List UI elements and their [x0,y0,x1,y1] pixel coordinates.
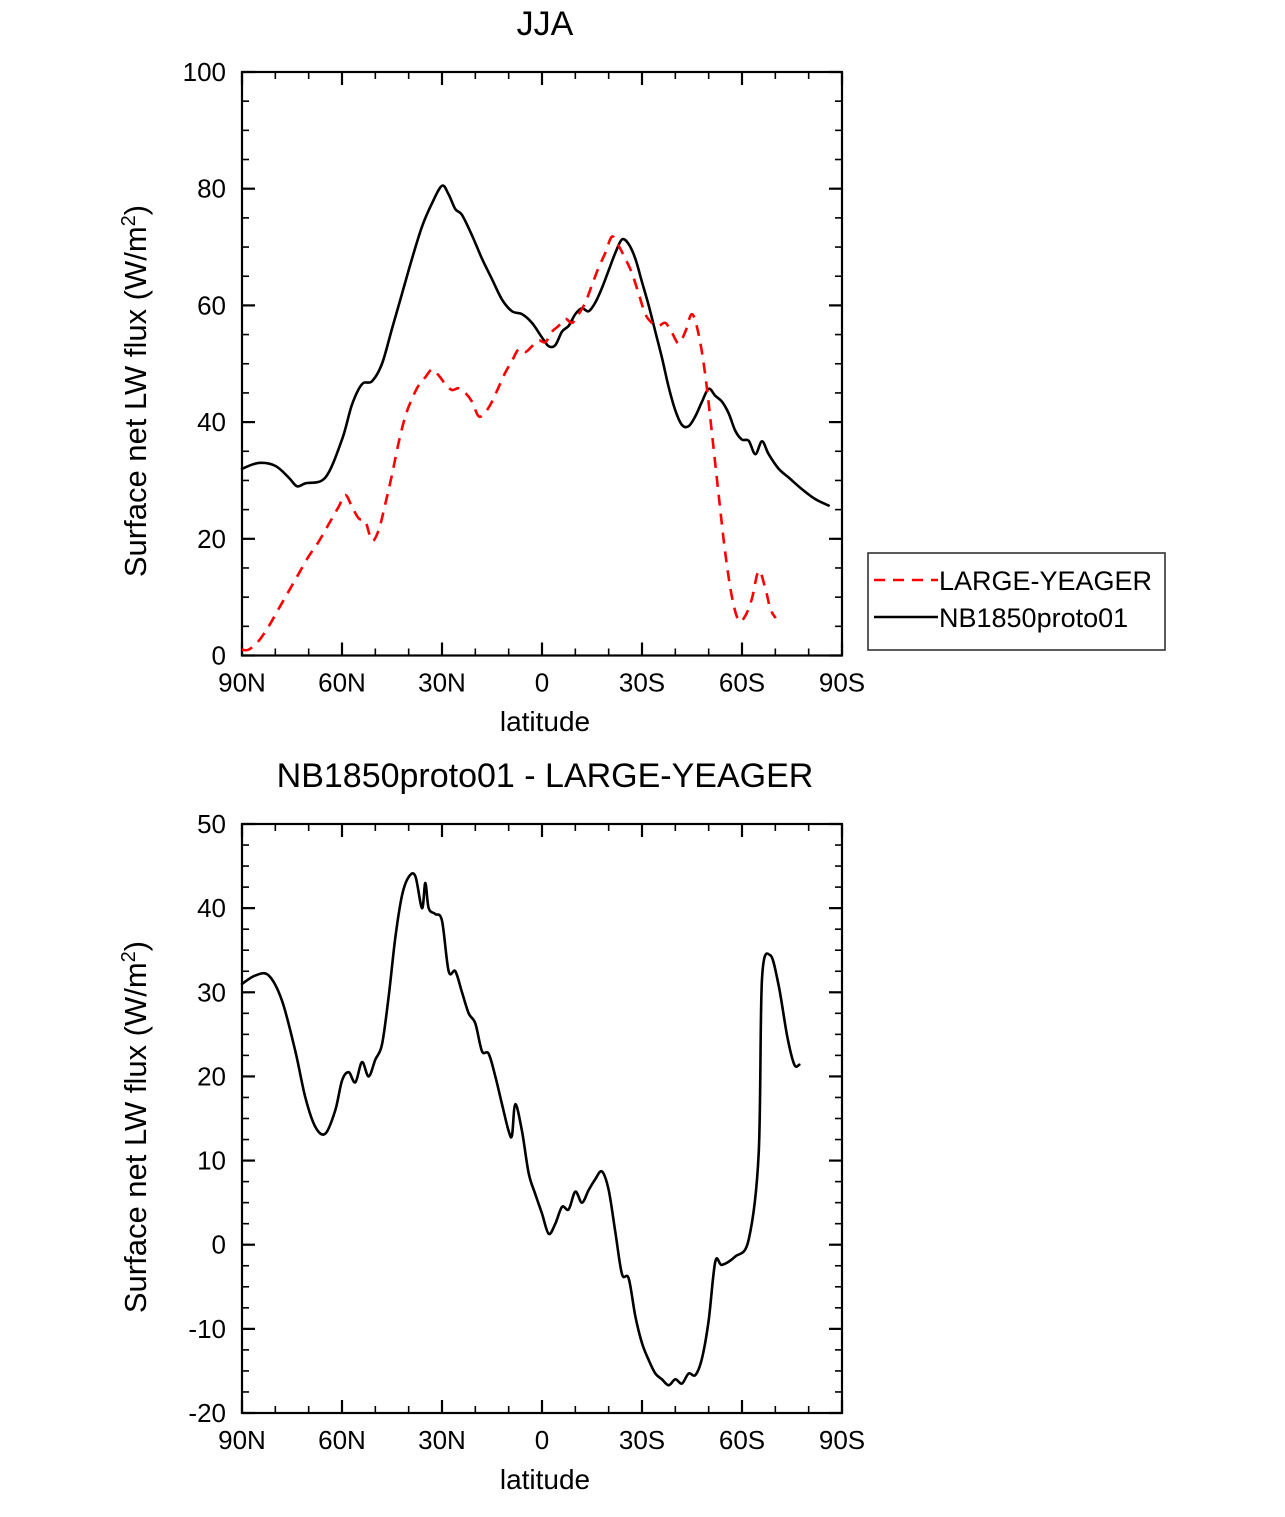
svg-text:60S: 60S [719,668,765,698]
svg-text:90S: 90S [819,1425,865,1455]
svg-text:0: 0 [535,668,549,698]
svg-text:0: 0 [212,1230,226,1260]
svg-text:90S: 90S [819,668,865,698]
svg-text:Surface net LW flux (W/m2): Surface net LW flux (W/m2) [118,205,153,577]
svg-text:60N: 60N [318,1425,366,1455]
svg-text:40: 40 [197,407,226,437]
svg-text:NB1850proto01: NB1850proto01 [939,603,1128,633]
svg-text:30N: 30N [418,1425,466,1455]
svg-text:10: 10 [197,1146,226,1176]
svg-text:20: 20 [197,524,226,554]
svg-text:-10: -10 [188,1314,226,1344]
svg-text:JJA: JJA [517,5,574,43]
svg-text:0: 0 [212,641,226,671]
svg-text:100: 100 [183,57,226,87]
svg-text:NB1850proto01 - LARGE-YEAGER: NB1850proto01 - LARGE-YEAGER [277,757,814,795]
svg-text:-20: -20 [188,1398,226,1428]
svg-text:60N: 60N [318,668,366,698]
svg-text:60S: 60S [719,1425,765,1455]
svg-text:LARGE-YEAGER: LARGE-YEAGER [939,566,1152,596]
svg-text:latitude: latitude [500,1464,590,1495]
svg-text:0: 0 [535,1425,549,1455]
svg-text:60: 60 [197,290,226,320]
svg-text:30: 30 [197,977,226,1007]
svg-text:20: 20 [197,1061,226,1091]
svg-text:90N: 90N [218,668,266,698]
svg-text:80: 80 [197,174,226,204]
svg-text:30S: 30S [619,668,665,698]
svg-text:30N: 30N [418,668,466,698]
svg-text:40: 40 [197,893,226,923]
svg-text:Surface net LW flux (W/m2): Surface net LW flux (W/m2) [118,941,153,1313]
svg-text:latitude: latitude [500,706,590,737]
svg-text:30S: 30S [619,1425,665,1455]
svg-text:90N: 90N [218,1425,266,1455]
svg-text:50: 50 [197,809,226,839]
